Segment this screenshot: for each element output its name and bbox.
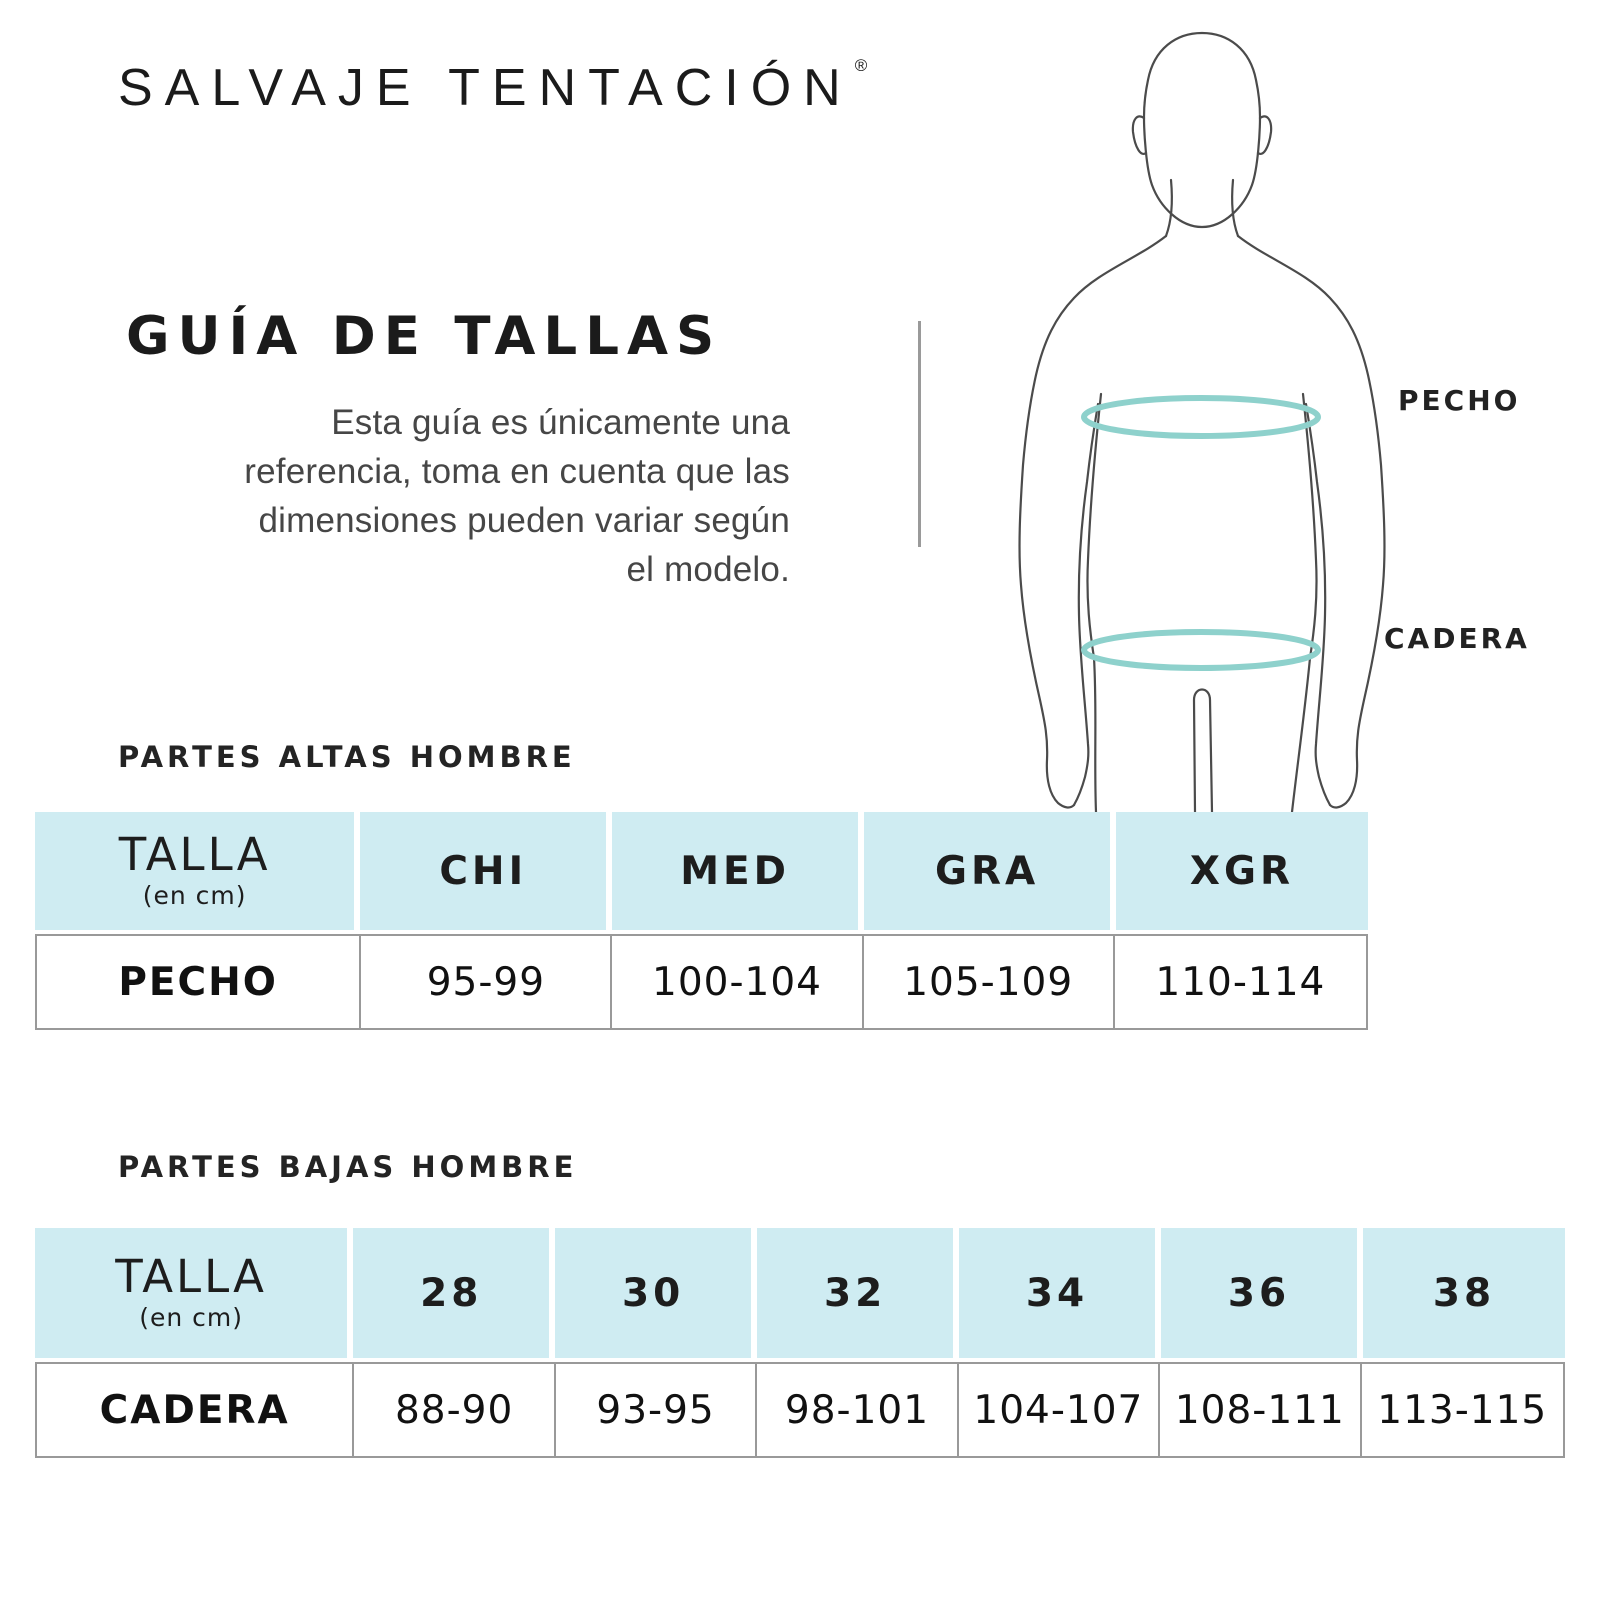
- body-outline-svg: [1018, 31, 1386, 814]
- header-cell-size: 34: [959, 1228, 1162, 1358]
- page-title: GUÍA DE TALLAS: [126, 306, 723, 367]
- table-data-row: PECHO 95-99 100-104 105-109 110-114: [35, 934, 1368, 1030]
- table-data-row: CADERA 88-90 93-95 98-101 104-107 108-11…: [35, 1362, 1565, 1458]
- table-header-row: TALLA (en cm) 28 30 32 34 36 38: [35, 1228, 1565, 1358]
- row-label-cell: CADERA: [37, 1364, 355, 1456]
- registered-trademark-symbol: ®: [854, 56, 868, 75]
- table-header-row: TALLA (en cm) CHI MED GRA XGR: [35, 812, 1368, 930]
- header-cell-size: XGR: [1116, 812, 1368, 930]
- description-line: Esta guía es únicamente una: [331, 403, 790, 442]
- left-arm-inner: [1072, 402, 1100, 807]
- male-body-figure: [990, 20, 1390, 814]
- lower-body-size-table: TALLA (en cm) 28 30 32 34 36 38 CADERA 8…: [35, 1228, 1565, 1458]
- neck-right: [1230, 178, 1240, 238]
- header-cell-size: 38: [1363, 1228, 1565, 1358]
- data-cell-value: 110-114: [1155, 959, 1326, 1005]
- header-cell-size: 36: [1161, 1228, 1363, 1358]
- section-title-lower: PARTES BAJAS HOMBRE: [118, 1150, 578, 1184]
- talla-label: TALLA: [115, 1250, 267, 1303]
- chest-callout-label: PECHO: [1398, 384, 1521, 417]
- upper-body-size-table: TALLA (en cm) CHI MED GRA XGR PECHO 95-9…: [35, 812, 1368, 1030]
- data-cell-value: 108-111: [1160, 1364, 1362, 1456]
- hip-measure-line: [1081, 629, 1321, 671]
- talla-unit: (en cm): [139, 1303, 243, 1332]
- data-cell-value: 104-107: [959, 1364, 1161, 1456]
- header-cell-size: 32: [757, 1228, 960, 1358]
- header-cell-size: 28: [353, 1228, 556, 1358]
- data-cell-value: 95-99: [361, 936, 613, 1028]
- brand-name: SALVAJE TENTACIÓN: [118, 59, 853, 117]
- right-ear: [1256, 115, 1273, 155]
- header-cell-talla: TALLA (en cm): [35, 812, 361, 930]
- header-cell-size: GRA: [864, 812, 1117, 930]
- data-cell-value: 113-115: [1377, 1387, 1548, 1433]
- data-cell-value: 100-104: [612, 936, 864, 1028]
- head-outline: [1142, 31, 1262, 229]
- torso-leg-right: [1290, 392, 1318, 814]
- vertical-divider: [918, 321, 921, 547]
- guide-description: Esta guía es únicamente una referencia, …: [64, 398, 790, 594]
- description-line: el modelo.: [626, 550, 790, 589]
- row-label-cell: PECHO: [37, 936, 362, 1028]
- description-line: dimensiones pueden variar según: [258, 501, 790, 540]
- data-cell-value: 88-90: [354, 1364, 556, 1456]
- right-arm-inner: [1304, 402, 1332, 807]
- section-title-upper: PARTES ALTAS HOMBRE: [118, 740, 576, 774]
- left-ear: [1131, 115, 1148, 155]
- data-cell-value: 98-101: [757, 1364, 959, 1456]
- data-cell-value: 105-109: [864, 936, 1115, 1028]
- right-arm-outer: [1236, 234, 1386, 809]
- header-cell-size: 30: [555, 1228, 758, 1358]
- talla-unit: (en cm): [142, 881, 247, 910]
- torso-leg-left: [1086, 392, 1103, 814]
- header-cell-size: MED: [612, 812, 865, 930]
- data-cell-value: 93-95: [556, 1364, 758, 1456]
- talla-label: TALLA: [118, 828, 271, 881]
- neck-left: [1164, 178, 1174, 238]
- brand-logo: SALVAJE TENTACIÓN ®: [118, 56, 867, 118]
- header-cell-size: CHI: [360, 812, 613, 930]
- header-cell-talla: TALLA (en cm): [35, 1228, 354, 1358]
- hip-callout-label: CADERA: [1384, 622, 1530, 655]
- inseam-line: [1192, 688, 1214, 814]
- left-arm-outer: [1018, 234, 1168, 809]
- description-line: referencia, toma en cuenta que las: [244, 452, 790, 491]
- chest-measure-line: [1081, 395, 1321, 439]
